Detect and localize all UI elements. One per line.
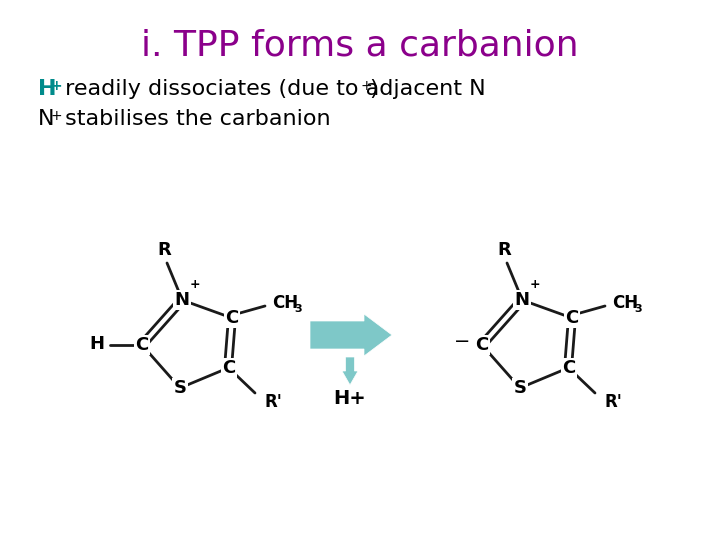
Text: +: +: [51, 109, 63, 123]
Text: S: S: [513, 379, 526, 397]
Text: N: N: [515, 291, 529, 309]
Text: C: C: [565, 309, 579, 327]
Text: H: H: [89, 335, 104, 353]
Text: readily dissociates (due to adjacent N: readily dissociates (due to adjacent N: [58, 79, 485, 99]
Text: CH: CH: [272, 294, 298, 312]
Text: 3: 3: [634, 304, 642, 314]
Text: R: R: [157, 241, 171, 259]
Text: R: R: [497, 241, 511, 259]
Text: −: −: [454, 332, 470, 350]
Text: R': R': [264, 393, 282, 411]
Text: C: C: [562, 359, 575, 377]
Text: H: H: [38, 79, 56, 99]
Text: +: +: [360, 79, 372, 93]
Text: S: S: [174, 379, 186, 397]
Text: C: C: [475, 336, 489, 354]
Text: +: +: [190, 278, 201, 291]
FancyArrow shape: [342, 357, 358, 385]
Text: +: +: [51, 79, 63, 93]
Text: N: N: [38, 109, 55, 129]
Text: stabilises the carbanion: stabilises the carbanion: [58, 109, 330, 129]
Text: C: C: [222, 359, 235, 377]
FancyArrow shape: [310, 314, 392, 356]
Text: R': R': [604, 393, 622, 411]
Text: +: +: [530, 278, 541, 291]
Text: ): ): [369, 79, 377, 99]
Text: 3: 3: [294, 304, 302, 314]
Text: C: C: [135, 336, 148, 354]
Text: i. TPP forms a carbanion: i. TPP forms a carbanion: [141, 28, 579, 62]
Text: N: N: [174, 291, 189, 309]
Text: C: C: [225, 309, 238, 327]
Text: H+: H+: [333, 389, 366, 408]
Text: CH: CH: [612, 294, 638, 312]
